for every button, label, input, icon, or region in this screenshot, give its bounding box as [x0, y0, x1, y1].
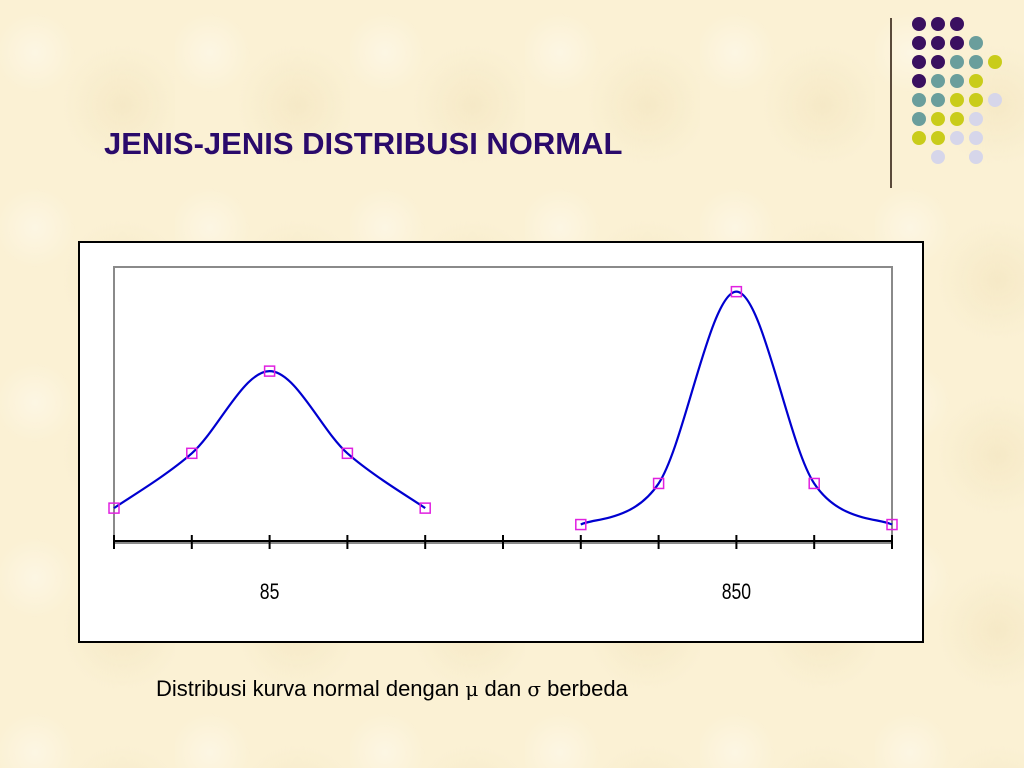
caption: Distribusi kurva normal dengan μ dan σ b…	[156, 676, 628, 702]
decor-dot	[931, 55, 945, 69]
decor-dot	[969, 55, 983, 69]
data-point-marker	[419, 502, 431, 514]
decor-dot	[950, 55, 964, 69]
decor-dot	[950, 74, 964, 88]
decor-dot	[950, 17, 964, 31]
divider-line	[890, 18, 892, 188]
x-tick-label: 85	[260, 580, 280, 604]
caption-text-3: berbeda	[540, 676, 628, 701]
data-point-marker	[652, 477, 665, 490]
decor-dot	[969, 131, 983, 145]
caption-text-1: Distribusi kurva normal dengan	[156, 676, 466, 701]
decor-dot	[931, 112, 945, 126]
data-point-marker	[341, 447, 354, 460]
decor-dot	[931, 93, 945, 107]
decor-dot	[912, 17, 926, 31]
data-point-marker	[808, 477, 820, 490]
decor-dot	[969, 150, 983, 164]
chart-container: 85 850	[78, 241, 924, 643]
distribution-curve	[580, 290, 893, 526]
data-point-marker	[263, 365, 276, 377]
decor-dot	[950, 131, 964, 145]
decor-dot	[988, 93, 1002, 107]
caption-text-2: dan	[478, 676, 528, 701]
decor-dot	[931, 150, 945, 164]
decorative-dot-grid	[912, 17, 1002, 164]
decor-dot	[969, 93, 983, 107]
data-point-marker	[108, 502, 120, 514]
decor-dot	[950, 93, 964, 107]
data-point-marker	[886, 518, 898, 531]
decor-dot	[912, 112, 926, 126]
decor-dot	[931, 17, 945, 31]
decor-dot	[988, 55, 1002, 69]
decor-dot	[912, 55, 926, 69]
sigma-symbol: σ	[527, 677, 541, 701]
normal-distribution-chart: 85 850	[108, 266, 898, 605]
decor-dot	[969, 36, 983, 50]
decor-dot	[969, 74, 983, 88]
decor-dot	[912, 74, 926, 88]
slide-title: JENIS-JENIS DISTRIBUSI NORMAL	[104, 126, 623, 161]
data-point-marker	[186, 447, 198, 460]
decor-dot	[912, 131, 926, 145]
decor-dot	[969, 112, 983, 126]
distribution-curve	[113, 370, 426, 510]
mu-symbol: μ	[465, 677, 479, 701]
data-point-marker	[730, 285, 743, 298]
decor-dot	[950, 36, 964, 50]
x-tick-label: 850	[722, 580, 751, 604]
decor-dot	[912, 36, 926, 50]
decor-dot	[931, 74, 945, 88]
data-point-marker	[575, 518, 587, 531]
decor-dot	[950, 112, 964, 126]
decor-dot	[912, 93, 926, 107]
decor-dot	[931, 131, 945, 145]
decor-dot	[931, 36, 945, 50]
